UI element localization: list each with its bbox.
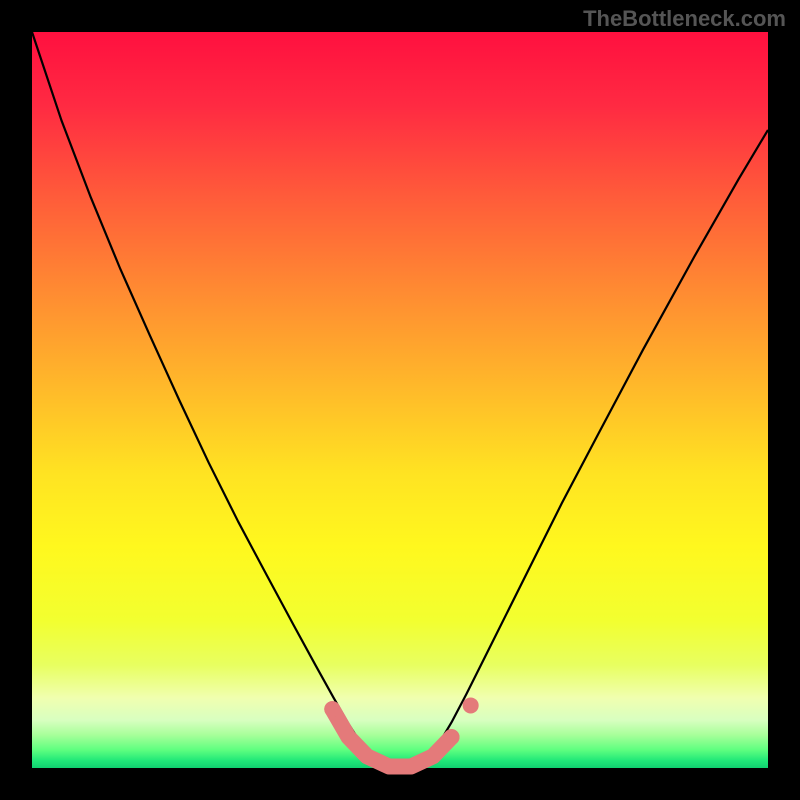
highlight-endpoint-2	[463, 697, 479, 713]
watermark-text: TheBottleneck.com	[583, 6, 786, 32]
highlight-endpoint-0	[324, 701, 340, 717]
chart-container: TheBottleneck.com	[0, 0, 800, 800]
highlight-segment	[332, 709, 451, 766]
bottleneck-curve	[32, 32, 768, 768]
curve-overlay	[0, 0, 800, 800]
highlight-endpoint-1	[444, 729, 460, 745]
